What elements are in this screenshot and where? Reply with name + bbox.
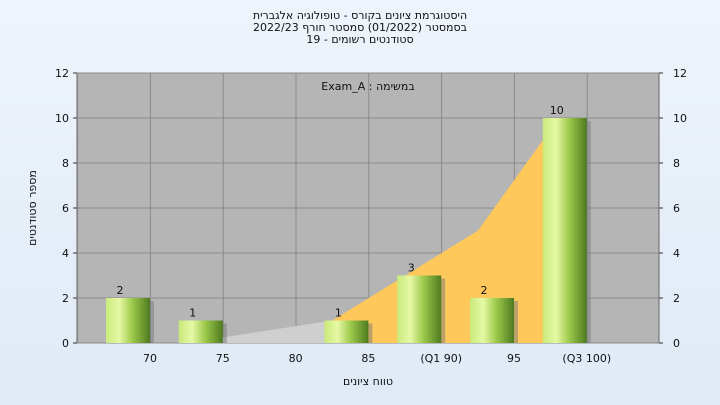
bar xyxy=(470,298,514,343)
x-axis: 70 75 80 85 (Q1 90) 95 (Q3 100) xyxy=(143,352,611,365)
y-axis-title: מספר סטודנטים xyxy=(26,170,39,246)
y-tick-label-right: 2 xyxy=(673,292,680,305)
chart-title-block: היסטוגרמת ציונים בקורס - טופולוגיה אלגבר… xyxy=(0,10,720,46)
bar xyxy=(178,320,223,343)
y-tick-label-right: 12 xyxy=(673,67,687,80)
bar-value-label: 2 xyxy=(481,284,488,297)
area-overlay xyxy=(186,129,551,343)
y-tick-label-left: 6 xyxy=(62,202,69,215)
x-axis-title: טווח ציונים xyxy=(343,375,393,388)
x-tick-label: 85 xyxy=(361,352,375,365)
bar xyxy=(542,118,587,343)
bar-value-label: 10 xyxy=(550,104,564,117)
chart-title-line-2: בסמסטר (01/2022) סמסטר חורף 2022/23 xyxy=(253,21,467,34)
x-tick-label: (Q1 90) xyxy=(420,352,462,365)
y-tick-label-left: 4 xyxy=(62,247,69,260)
chart-title-line-1: היסטוגרמת ציונים בקורס - טופולוגיה אלגבר… xyxy=(252,9,468,22)
bar xyxy=(324,320,369,343)
bar-value-label: 1 xyxy=(335,307,342,320)
y-tick-label-left: 12 xyxy=(55,67,69,80)
y-tick-label-right: 8 xyxy=(673,157,680,170)
bar-value-label: 1 xyxy=(189,307,196,320)
x-tick-label: 75 xyxy=(216,352,230,365)
legend-text: Exam_A : במשימה xyxy=(321,80,414,93)
x-tick-label: 70 xyxy=(143,352,157,365)
bar-value-label: 2 xyxy=(117,284,124,297)
y-tick-label-right: 10 xyxy=(673,112,687,125)
bar-value-label: 3 xyxy=(408,262,415,275)
x-tick-label: 80 xyxy=(289,352,303,365)
y-tick-label-left: 0 xyxy=(62,337,69,350)
bar-labels-group: 2 1 1 3 2 10 xyxy=(117,104,564,320)
y-tick-label-left: 2 xyxy=(62,292,69,305)
x-tick-label: 95 xyxy=(507,352,521,365)
area-fill xyxy=(332,129,551,343)
bars-group xyxy=(106,118,591,343)
bar xyxy=(106,298,150,343)
y-tick-label-right: 0 xyxy=(673,337,680,350)
y-tick-label-left: 10 xyxy=(55,112,69,125)
y-tick-label-right: 6 xyxy=(673,202,680,215)
y-tick-label-right: 4 xyxy=(673,247,680,260)
area-shadow xyxy=(186,320,333,343)
chart-title-line-3: סטודנטים רשומים - 19 xyxy=(306,33,414,46)
y-axis-right: 0 2 4 6 8 10 12 xyxy=(659,67,687,350)
y-tick-label-left: 8 xyxy=(62,157,69,170)
x-tick-label: (Q3 100) xyxy=(562,352,611,365)
y-axis-left: 0 2 4 6 8 10 12 xyxy=(55,67,77,350)
bar xyxy=(397,275,442,343)
